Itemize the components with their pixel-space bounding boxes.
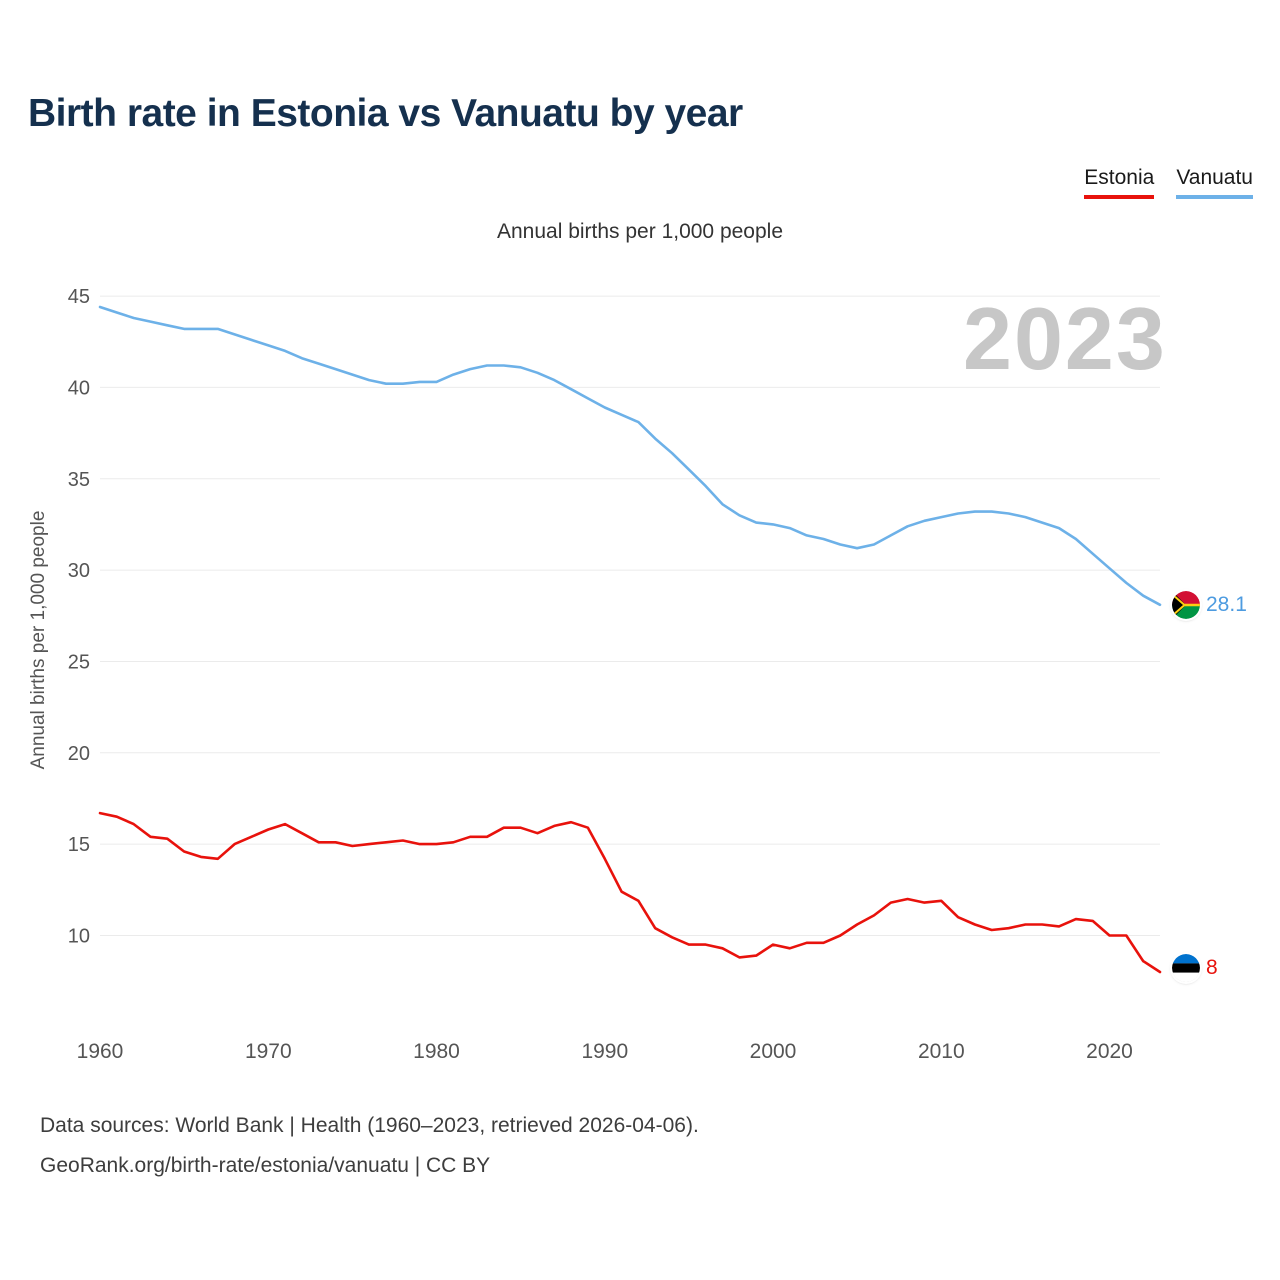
x-tick-label: 1960 <box>77 1040 124 1063</box>
vanuatu-flag-icon <box>1172 591 1200 619</box>
year-watermark: 2023 <box>963 289 1167 388</box>
legend-item-vanuatu[interactable]: Vanuatu <box>1176 166 1253 199</box>
x-tick-label: 1980 <box>413 1040 460 1063</box>
legend-item-estonia[interactable]: Estonia <box>1084 166 1155 199</box>
y-tick-label: 25 <box>68 652 90 674</box>
footer-attribution: GeoRank.org/birth-rate/estonia/vanuatu |… <box>40 1154 491 1177</box>
estonia-flag-icon <box>1172 954 1200 982</box>
x-tick-label: 1990 <box>581 1040 628 1063</box>
footer-sources: Data sources: World Bank | Health (1960–… <box>40 1114 699 1137</box>
footer: Data sources: World Bank | Health (1960–… <box>40 1106 699 1186</box>
y-tick-label: 40 <box>68 377 90 399</box>
x-tick-label: 2000 <box>750 1040 797 1063</box>
y-tick-label: 45 <box>68 286 90 308</box>
line-estonia[interactable] <box>98 811 1162 974</box>
y-axis-label: Annual births per 1,000 people <box>28 511 49 770</box>
y-tick-label: 10 <box>68 926 90 948</box>
y-tick-label: 35 <box>68 469 90 491</box>
y-tick-label: 15 <box>68 834 90 856</box>
y-tick-label: 20 <box>68 743 90 765</box>
x-tick-label: 2010 <box>918 1040 965 1063</box>
y-tick-label: 30 <box>68 560 90 582</box>
chart-subtitle: Annual births per 1,000 people <box>496 220 784 243</box>
estonia-end-value: 8 <box>1206 956 1218 979</box>
legend: Estonia Vanuatu <box>1084 166 1253 199</box>
line-vanuatu[interactable] <box>98 305 1162 607</box>
page-title: Birth rate in Estonia vs Vanuatu by year <box>28 92 743 135</box>
x-tick-label: 1970 <box>245 1040 292 1063</box>
vanuatu-end-value: 28.1 <box>1206 593 1247 616</box>
x-tick-label: 2020 <box>1086 1040 1133 1063</box>
